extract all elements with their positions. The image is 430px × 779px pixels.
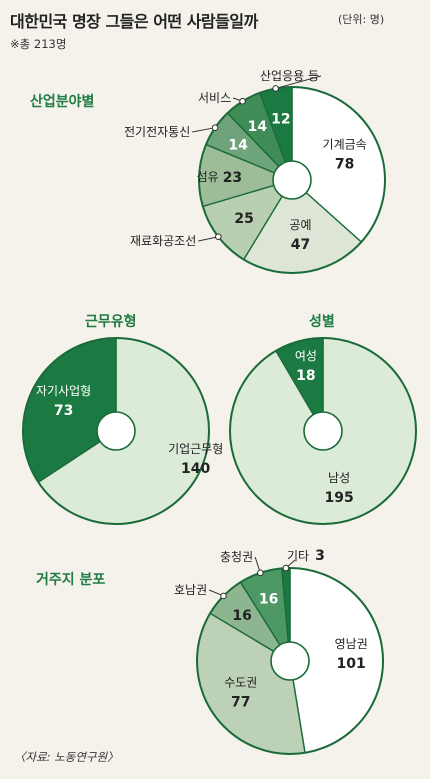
slice-label: 영남권 [335,637,368,651]
leader-line [275,75,322,89]
slice-value: 14 [248,119,268,135]
slice-value: 140 [181,461,210,477]
pie-hole [96,411,136,451]
slice-value: 3 [315,548,325,564]
leader-dot [257,569,264,577]
pie-outline [198,86,386,274]
source-note: 〈자료: 노동연구원〉 [14,750,119,764]
leader-dot [282,564,290,572]
slice-value: 23 [223,170,242,186]
slice-value: 77 [231,694,250,710]
leader-dot [220,592,227,600]
pie-outline [196,567,384,755]
leader-line [192,127,216,133]
slice-label: 여성 [295,349,317,363]
slice-callout-label: 서비스 [198,91,231,105]
slice-callout-label: 충청권 [220,550,253,564]
slice-callout-label: 재료화공조선 [130,234,196,248]
slice-value: 73 [54,403,73,419]
slice-callout-label: 호남권 [174,583,207,597]
slice-label: 공예 [289,218,311,232]
unit-label: (단위: 명) [338,13,385,26]
leader-dot [215,233,222,241]
slice-value: 16 [259,592,278,608]
pie-hole [272,160,312,200]
leader-line [198,236,219,242]
slice-value: 16 [232,608,251,624]
slice-label: 남성 [328,471,350,485]
slice-value: 195 [324,490,353,506]
chart-title: 근무유형 [85,313,137,330]
pie-hole [303,411,343,451]
slice-callout-label: 전기전자통신 [124,125,190,139]
slice-value: 78 [335,156,354,172]
leader-dot [239,97,246,105]
chart-title: 산업분야별 [30,93,94,110]
slice-value: 12 [271,112,290,128]
pie-hole [270,641,310,681]
slice-value: 18 [296,368,315,384]
slice-label: 기계금속 [323,137,367,151]
page-title: 대한민국 명장 그들은 어떤 사람들일까 [10,12,258,31]
slice-label: 자기사업형 [36,384,91,398]
pie-outline [22,337,210,525]
chart-title: 거주지 분포 [36,572,105,588]
pie-outline [229,337,417,525]
slice-label: 수도권 [224,675,257,689]
slice-callout-label: 기타 [287,549,309,563]
slice-value: 101 [337,656,366,672]
leader-dot [272,85,279,92]
slice-value: 25 [234,211,253,227]
slice-label: 기업근무형 [168,442,223,456]
slice-callout-label: 산업응용 등 [260,69,319,83]
chart-title: 성별 [309,313,335,330]
total-note: ※총 213명 [10,37,67,51]
slice-label: 섬유 [197,170,219,184]
slice-value: 47 [291,237,310,253]
slice-value: 14 [228,137,248,153]
leader-dot [211,124,219,131]
